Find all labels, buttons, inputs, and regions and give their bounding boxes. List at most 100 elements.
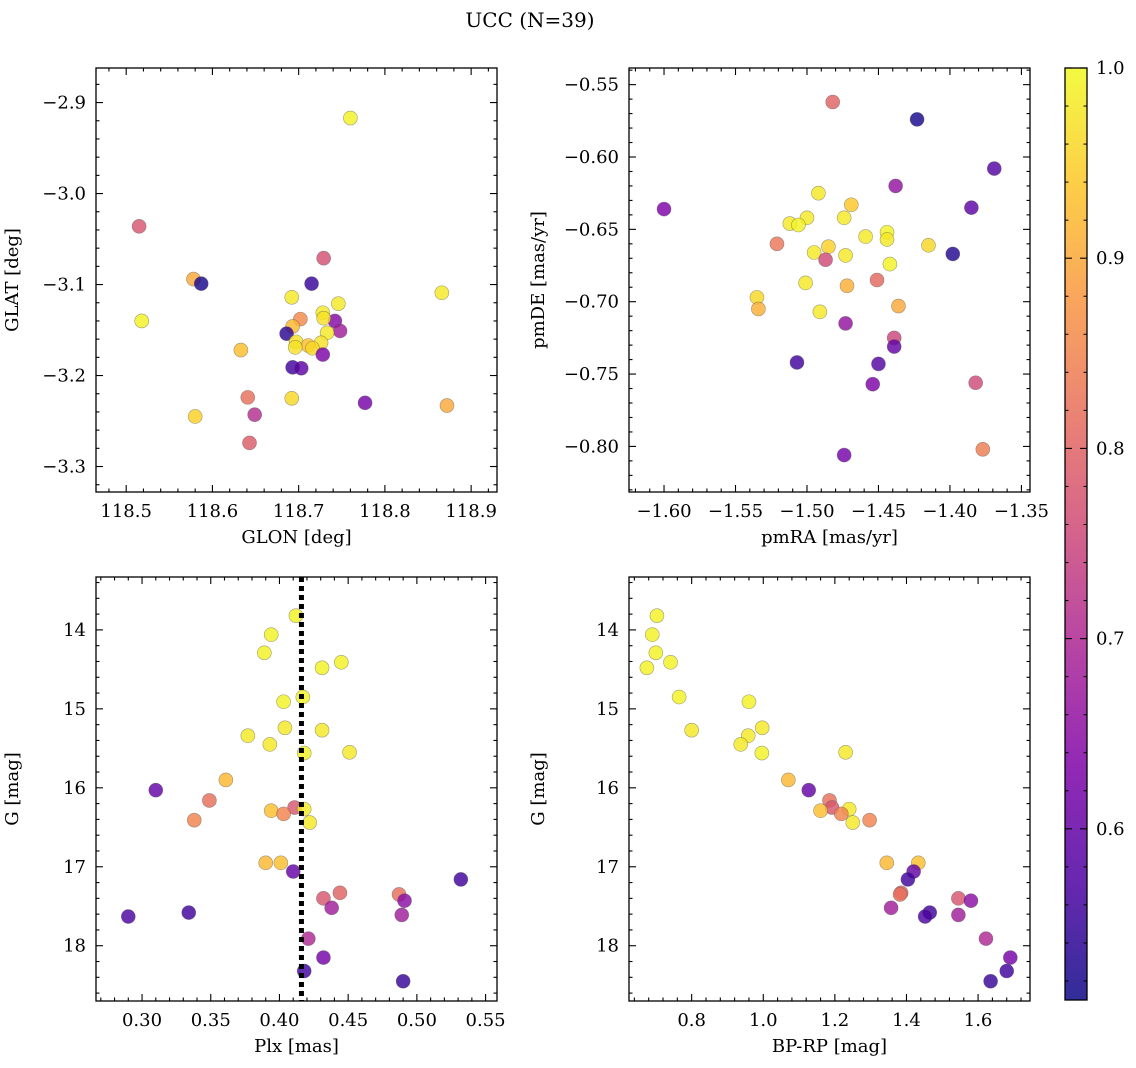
y-tick-label: −0.75	[564, 364, 619, 385]
data-point	[844, 197, 859, 213]
data-point	[888, 178, 903, 194]
colorbar-ticks: 0.6 0.7 0.8 0.9 1.0	[1065, 58, 1125, 982]
data-point	[839, 278, 855, 294]
y-axis-label: GLAT [deg]	[2, 228, 23, 332]
data-point	[921, 237, 936, 253]
points-glon-glat	[131, 110, 455, 451]
x-tick-label: 1.0	[749, 1010, 778, 1031]
x-tick-label: −1.35	[994, 501, 1049, 522]
data-point	[871, 356, 886, 372]
y-tick-label: 15	[63, 699, 86, 720]
x-tick-label: −1.45	[851, 501, 906, 522]
x-axis-label: Plx [mas]	[254, 1036, 339, 1057]
data-point	[754, 745, 770, 761]
data-point	[276, 694, 291, 710]
data-point	[886, 339, 902, 354]
axes-frame	[628, 576, 1031, 1002]
data-point	[314, 722, 330, 738]
data-point	[639, 660, 655, 676]
data-point	[963, 893, 979, 909]
points-pmra-pmde	[656, 94, 1002, 463]
data-point	[304, 276, 319, 291]
data-point	[332, 323, 348, 339]
data-point	[240, 390, 256, 405]
y-tick-label: −3.2	[42, 366, 86, 387]
data-point	[869, 272, 885, 288]
data-point	[293, 360, 309, 376]
data-point	[882, 256, 898, 272]
data-point	[900, 872, 916, 887]
data-point	[644, 627, 660, 642]
x-tick-label: 118.9	[445, 501, 497, 522]
points-plx-g	[120, 608, 469, 989]
data-point	[781, 772, 796, 788]
data-point	[845, 815, 861, 830]
points-color-g	[639, 608, 1018, 989]
data-point	[999, 963, 1015, 979]
data-point	[324, 900, 339, 916]
data-point	[302, 815, 317, 830]
y-tick-label: −0.60	[564, 147, 619, 168]
data-point	[917, 909, 933, 924]
y-tick-label: 18	[63, 936, 86, 957]
panels: 118.5 118.6 118.7 118.8 118.9 −3.3 −3.2 −3.1 −3.…	[2, 67, 1049, 1057]
data-point	[331, 296, 346, 311]
data-point	[397, 893, 412, 909]
data-point	[733, 737, 749, 752]
x-tick-label: 118.8	[359, 501, 411, 522]
data-point	[951, 891, 966, 906]
y-tick-label: −3.0	[42, 184, 86, 205]
x-tick-label: 118.6	[187, 501, 239, 522]
colorbar-gradient	[1065, 68, 1087, 1000]
data-point	[806, 245, 822, 260]
data-point	[287, 340, 303, 355]
data-point	[181, 905, 197, 920]
data-point	[865, 376, 881, 392]
y-tick-label: −0.55	[564, 75, 619, 96]
y-tick-label: 16	[63, 778, 86, 799]
data-point	[789, 355, 805, 370]
data-point	[975, 442, 991, 457]
x-tick-label: 0.8	[677, 1010, 706, 1031]
data-point	[258, 855, 274, 871]
data-point	[276, 806, 291, 822]
colorbar-tick-label: 0.7	[1096, 629, 1125, 650]
y-axis-label: G [mag]	[2, 752, 23, 825]
data-point	[453, 872, 469, 887]
data-point	[858, 229, 873, 244]
panel-color-g: 0.8 1.0 1.2 1.4 1.6 14 15 16 17 18 BP-RP [mag] G [m…	[528, 576, 1031, 1057]
data-point	[945, 246, 961, 262]
x-tick-label: −1.55	[708, 501, 763, 522]
x-axis-label: GLON [deg]	[241, 527, 351, 548]
data-point	[284, 289, 300, 305]
data-point	[978, 931, 994, 946]
x-tick-label: −1.50	[779, 501, 834, 522]
data-point	[263, 627, 279, 642]
colorbar-tick-label: 0.9	[1096, 248, 1125, 269]
x-axis-label: BP-RP [mag]	[772, 1036, 887, 1057]
data-point	[148, 782, 164, 798]
data-point	[186, 812, 202, 828]
y-tick-label: −3.1	[42, 275, 86, 296]
data-point	[791, 217, 806, 233]
ticks-plx-g	[96, 577, 497, 1001]
y-tick-label: 14	[596, 620, 619, 641]
x-tick-label: −1.40	[922, 501, 977, 522]
data-point	[649, 608, 665, 623]
x-axis-label: pmRA [mas/yr]	[761, 527, 898, 548]
y-tick-label: 16	[596, 778, 619, 799]
colorbar-tick-label: 0.6	[1096, 819, 1125, 840]
data-point	[395, 973, 411, 989]
data-point	[284, 390, 300, 406]
data-point	[279, 326, 294, 341]
data-point	[273, 855, 289, 871]
x-tick-label: 1.6	[964, 1010, 993, 1031]
y-tick-label: 17	[596, 857, 619, 878]
data-point	[986, 161, 1002, 176]
data-point	[233, 342, 249, 358]
data-point	[316, 310, 331, 326]
ticks-color-g	[629, 577, 1030, 1001]
data-point	[813, 803, 828, 819]
data-point	[684, 722, 699, 738]
